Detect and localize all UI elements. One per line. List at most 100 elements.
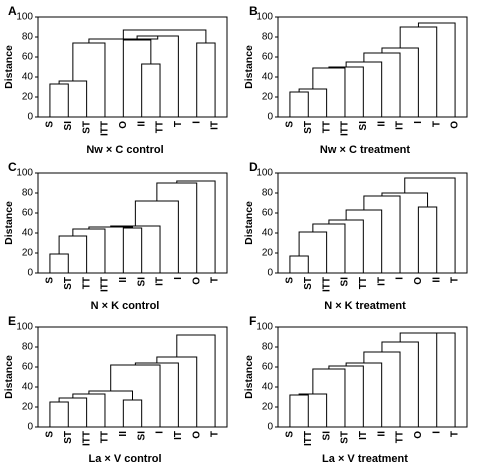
dendrogram-link bbox=[298, 231, 328, 273]
leaf-label: ST bbox=[340, 431, 351, 444]
dendrogram-link bbox=[289, 91, 309, 117]
y-tick-label: 0 bbox=[27, 268, 33, 279]
dendrogram-link bbox=[176, 334, 216, 427]
leaf-label: II bbox=[118, 431, 129, 437]
panel-title: N × K control bbox=[91, 300, 160, 312]
y-tick-label: 0 bbox=[27, 422, 33, 433]
leaf-label: TT bbox=[81, 277, 92, 289]
leaf-label: II bbox=[376, 121, 387, 127]
leaf-label: IT bbox=[376, 277, 387, 286]
dendrogram-link bbox=[88, 390, 133, 400]
leaf-label: T bbox=[210, 431, 221, 437]
y-tick-label: 60 bbox=[22, 52, 34, 63]
y-tick-label: 80 bbox=[22, 188, 34, 199]
dendrogram-link bbox=[110, 364, 161, 427]
y-tick-label: 80 bbox=[22, 32, 34, 43]
dendrogram-link bbox=[312, 67, 346, 117]
leaf-label: IT bbox=[155, 277, 166, 286]
dendrogram-link bbox=[417, 206, 438, 273]
panel-e: E 0 20 40 60 80 100 Distance S ST ITT TT II SI I IT O T La… bbox=[3, 314, 228, 465]
panel-title: Nw × C treatment bbox=[320, 144, 410, 156]
dendrogram-link bbox=[328, 219, 364, 273]
leaf-label: S bbox=[45, 431, 56, 438]
dendrogram-link bbox=[58, 80, 88, 117]
y-tick-label: 80 bbox=[262, 32, 274, 43]
leaf-label: IT bbox=[173, 431, 184, 440]
leaf-label: SI bbox=[340, 277, 351, 287]
leaf-label: O bbox=[118, 121, 129, 129]
leaf-label: SI bbox=[136, 431, 147, 441]
y-tick-label: 100 bbox=[256, 168, 273, 179]
leaf-label: I bbox=[431, 431, 442, 434]
y-axis-label: Distance bbox=[243, 201, 255, 245]
panel-title: La × V treatment bbox=[322, 453, 408, 465]
y-axis-label: Distance bbox=[243, 45, 255, 89]
leaf-label: S bbox=[285, 431, 296, 438]
dendrogram-link bbox=[49, 253, 69, 273]
y-axis-label: Distance bbox=[3, 355, 15, 399]
leaf-label: II bbox=[136, 121, 147, 127]
leaf-label: O bbox=[191, 277, 202, 285]
y-tick-label: 60 bbox=[262, 208, 274, 219]
plot-frame bbox=[37, 326, 228, 428]
leaf-label: S bbox=[285, 121, 296, 128]
y-tick-label: 0 bbox=[27, 112, 33, 123]
plot-frame bbox=[37, 16, 228, 118]
dendrogram-link bbox=[289, 394, 309, 427]
leaf-label: II bbox=[431, 277, 442, 283]
leaf-label: O bbox=[413, 277, 424, 285]
dendrogram-link bbox=[49, 401, 69, 427]
plot-frame bbox=[277, 172, 468, 274]
leaf-label: ST bbox=[303, 121, 314, 134]
leaf-label: ITT bbox=[303, 431, 314, 446]
leaf-label: I bbox=[155, 431, 166, 434]
panel-c: C 0 20 40 60 80 100 Distance S ST TT ITT II SI IT I O T N … bbox=[3, 160, 228, 312]
leaf-label: SI bbox=[136, 277, 147, 287]
leaf-label: I bbox=[413, 121, 424, 124]
dendrogram-link bbox=[122, 399, 143, 427]
dendrogram-link bbox=[345, 61, 383, 117]
leaf-label: ST bbox=[63, 431, 74, 444]
leaf-label: ST bbox=[81, 121, 92, 134]
leaf-label: TT bbox=[321, 121, 332, 133]
dendrogram-link bbox=[122, 39, 152, 117]
leaf-label: T bbox=[431, 121, 442, 127]
leaf-label: II bbox=[376, 431, 387, 437]
dendrogram-link bbox=[176, 180, 216, 273]
leaf-label: TT bbox=[100, 431, 111, 443]
y-tick-label: 0 bbox=[267, 268, 273, 279]
y-tick-label: 40 bbox=[262, 228, 274, 239]
leaf-label: I bbox=[191, 121, 202, 124]
dendrogram-link bbox=[417, 22, 456, 117]
plot-frame bbox=[37, 172, 228, 274]
y-axis-label: Distance bbox=[3, 201, 15, 245]
panel-letter: E bbox=[8, 314, 16, 328]
dendrogram-link bbox=[141, 63, 161, 117]
leaf-label: II bbox=[118, 277, 129, 283]
y-tick-label: 20 bbox=[22, 92, 34, 103]
dendrogram-link bbox=[122, 29, 207, 43]
y-tick-label: 60 bbox=[22, 362, 34, 373]
leaf-label: SI bbox=[63, 121, 74, 131]
y-tick-label: 40 bbox=[22, 72, 34, 83]
y-tick-label: 20 bbox=[262, 402, 274, 413]
dendrogram-link bbox=[345, 209, 383, 273]
panel-letter: B bbox=[249, 4, 258, 18]
panel-letter: F bbox=[249, 314, 256, 328]
dendrogram-link bbox=[72, 393, 106, 427]
dendrogram-link bbox=[72, 42, 106, 117]
dendrogram-link bbox=[298, 88, 328, 117]
leaf-label: ITT bbox=[81, 431, 92, 446]
dendrogram-link bbox=[196, 42, 216, 117]
dendrogram-link bbox=[328, 365, 364, 427]
leaf-label: I bbox=[395, 277, 406, 280]
y-tick-label: 40 bbox=[262, 72, 274, 83]
panel-title: La × V control bbox=[88, 453, 161, 465]
leaf-label: O bbox=[191, 431, 202, 439]
y-tick-label: 40 bbox=[22, 228, 34, 239]
dendrogram-link bbox=[418, 332, 456, 427]
dendrogram-link bbox=[136, 35, 179, 117]
leaf-label: S bbox=[45, 121, 56, 128]
plot-frame bbox=[277, 16, 468, 118]
